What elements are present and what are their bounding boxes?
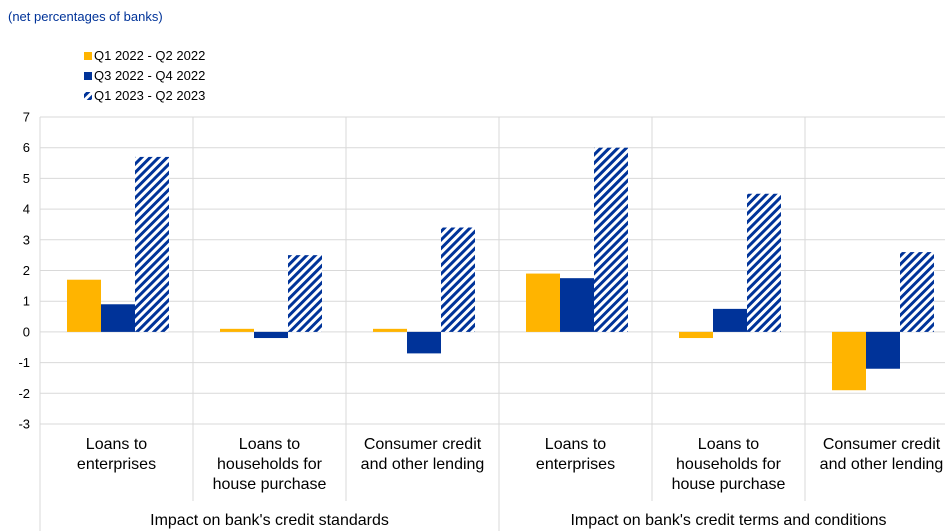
category-label: Loans to <box>239 436 300 453</box>
y-tick-label: 0 <box>23 324 30 339</box>
legend: Q1 2022 - Q2 2022 Q3 2022 - Q4 2022 Q1 202… <box>84 48 205 103</box>
legend-label: Q3 2022 - Q4 2022 <box>94 68 205 83</box>
bar-series-3 <box>288 255 322 332</box>
group-label: Impact on bank's credit terms and condit… <box>570 512 886 529</box>
bar-series-1 <box>373 328 407 332</box>
category-label: households for <box>676 456 782 473</box>
category-label: Loans to <box>86 436 147 453</box>
bar-series-2 <box>713 308 747 332</box>
bar-series-2 <box>254 331 288 339</box>
y-tick-label: 5 <box>23 171 30 186</box>
legend-swatch <box>84 92 92 100</box>
category-label: and other lending <box>820 456 944 473</box>
bar-series-3 <box>747 193 781 332</box>
bar-series-1 <box>220 328 254 332</box>
category-label: enterprises <box>536 456 615 473</box>
legend-label: Q1 2023 - Q2 2023 <box>94 88 205 103</box>
category-label: house purchase <box>213 476 327 493</box>
category-label: Consumer credit <box>823 436 941 453</box>
y-tick-label: 4 <box>23 202 30 217</box>
bar-series-3 <box>594 147 628 332</box>
bars-layer <box>67 147 934 391</box>
bar-series-1 <box>67 279 101 332</box>
category-label: enterprises <box>77 456 156 473</box>
legend-swatch <box>84 52 92 60</box>
y-tick-label: -3 <box>18 417 30 432</box>
y-tick-label: -1 <box>18 355 30 370</box>
group-label: Impact on bank's credit standards <box>150 512 389 529</box>
y-tick-label: 1 <box>23 294 30 309</box>
category-label: households for <box>217 456 323 473</box>
bar-series-2 <box>407 331 441 354</box>
y-tick-label: 3 <box>23 232 30 247</box>
category-label: Loans to <box>545 436 606 453</box>
bar-series-2 <box>866 331 900 369</box>
category-label: Loans to <box>698 436 759 453</box>
legend-label: Q1 2022 - Q2 2022 <box>94 48 205 63</box>
bar-series-3 <box>441 227 475 332</box>
category-label: house purchase <box>672 476 786 493</box>
category-label: Consumer credit <box>364 436 482 453</box>
category-label: and other lending <box>361 456 485 473</box>
labels-layer: 7 6 5 4 3 2 1 0 -1 -2 -3 Loans to enterprises Loans t… <box>18 110 943 530</box>
grid-layer <box>39 116 945 531</box>
bar-series-2 <box>101 304 135 332</box>
bar-series-3 <box>900 252 934 332</box>
bar-series-1 <box>526 273 560 332</box>
legend-swatch <box>84 72 92 80</box>
bar-series-1 <box>832 331 866 391</box>
bar-series-3 <box>135 156 169 332</box>
chart-subtitle: (net percentages of banks) <box>8 9 163 24</box>
bar-series-1 <box>679 331 713 339</box>
y-tick-label: 7 <box>23 110 30 125</box>
y-tick-label: 2 <box>23 263 30 278</box>
y-tick-label: 6 <box>23 140 30 155</box>
bar-series-2 <box>560 278 594 332</box>
y-tick-label: -2 <box>18 386 30 401</box>
